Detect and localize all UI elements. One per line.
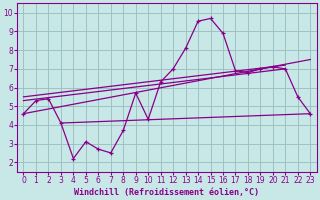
X-axis label: Windchill (Refroidissement éolien,°C): Windchill (Refroidissement éolien,°C) [74, 188, 260, 197]
